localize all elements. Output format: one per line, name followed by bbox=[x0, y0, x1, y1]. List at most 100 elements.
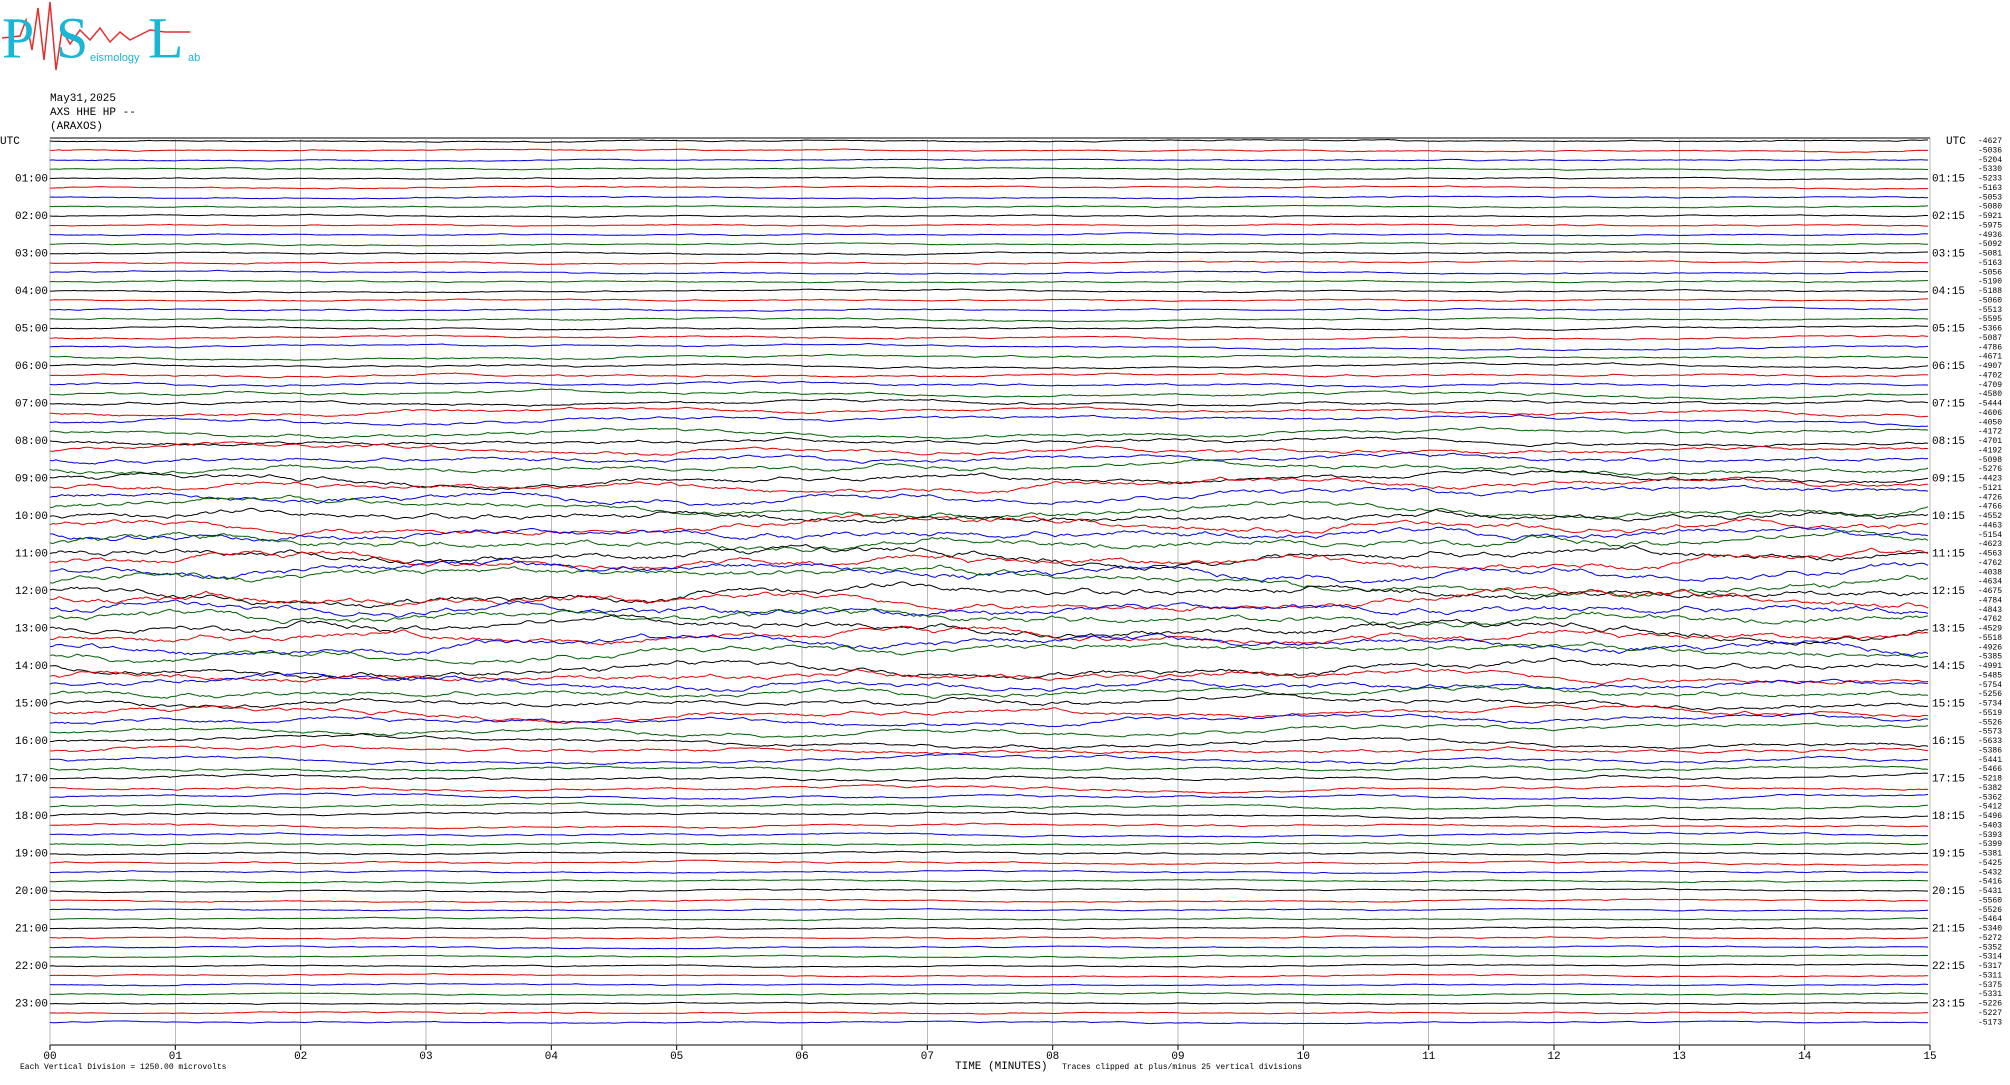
trace bbox=[49, 342, 1929, 352]
trace bbox=[49, 606, 1929, 628]
trace-offset: -5272 bbox=[1978, 934, 2002, 943]
trace bbox=[49, 878, 1929, 884]
x-tick-label: 06 bbox=[795, 1051, 808, 1063]
hour-label-right: 19:15 bbox=[1932, 848, 1965, 860]
hour-label-right: 09:15 bbox=[1932, 473, 1965, 485]
trace-offset: -5056 bbox=[1978, 268, 2002, 277]
trace bbox=[49, 841, 1929, 847]
trace-offset: -4192 bbox=[1978, 446, 2002, 455]
hour-label-right: 08:15 bbox=[1932, 436, 1965, 448]
x-title: TIME (MINUTES) bbox=[955, 1061, 1047, 1073]
trace bbox=[49, 406, 1928, 418]
trace-offset: -5485 bbox=[1978, 671, 2002, 680]
trace-offset: -5154 bbox=[1978, 531, 2002, 540]
hour-label-right: 14:15 bbox=[1932, 661, 1965, 673]
trace bbox=[49, 668, 1929, 685]
trace bbox=[50, 916, 1929, 922]
hour-label-left: 16:00 bbox=[15, 736, 48, 748]
logo-word: eismology bbox=[90, 52, 140, 64]
x-tick-label: 12 bbox=[1547, 1051, 1560, 1063]
trace-offset: -5276 bbox=[1978, 465, 2002, 474]
trace-offset: -4606 bbox=[1978, 409, 2002, 418]
trace-offset: -5432 bbox=[1978, 868, 2002, 877]
trace-offset: -4726 bbox=[1978, 493, 2002, 502]
trace-offset: -5352 bbox=[1978, 943, 2002, 952]
trace bbox=[49, 436, 1929, 448]
logo-wave bbox=[1, 1, 190, 71]
trace-offset: -4709 bbox=[1978, 381, 2002, 390]
trace bbox=[49, 792, 1929, 801]
trace-offset: -5441 bbox=[1978, 756, 2002, 765]
trace-offset: -5256 bbox=[1978, 690, 2002, 699]
x-tick-label: 00 bbox=[43, 1051, 56, 1063]
logo-letter: S bbox=[56, 5, 88, 70]
trace bbox=[50, 802, 1929, 810]
hour-label-left: 10:00 bbox=[15, 511, 48, 523]
trace bbox=[49, 530, 1929, 553]
trace-offset: -4038 bbox=[1978, 568, 2002, 577]
trace-offset: -5393 bbox=[1978, 831, 2002, 840]
trace-offset: -5314 bbox=[1978, 953, 2002, 962]
logo-letter: L bbox=[148, 5, 183, 70]
trace bbox=[49, 822, 1929, 830]
hour-label-right: 12:15 bbox=[1932, 586, 1965, 598]
x-tick-label: 13 bbox=[1673, 1051, 1686, 1063]
hour-label-right: 06:15 bbox=[1932, 361, 1965, 373]
trace bbox=[49, 138, 1928, 143]
trace-offset: -5573 bbox=[1978, 728, 2002, 737]
trace bbox=[49, 260, 1929, 265]
trace bbox=[49, 1011, 1929, 1015]
hour-label-right: 11:15 bbox=[1932, 548, 1965, 560]
trace-offset: -5519 bbox=[1978, 709, 2002, 718]
trace bbox=[50, 288, 1929, 294]
trace-offset: -5163 bbox=[1978, 259, 2002, 268]
x-tick-label: 05 bbox=[670, 1051, 683, 1063]
trace bbox=[49, 204, 1929, 209]
trace-offset: -5092 bbox=[1978, 240, 2002, 249]
trace bbox=[49, 441, 1929, 456]
trace-offset: -4926 bbox=[1978, 643, 2002, 652]
trace bbox=[49, 372, 1929, 379]
hour-label-right: 03:15 bbox=[1932, 248, 1965, 260]
trace bbox=[49, 298, 1928, 302]
trace bbox=[49, 353, 1929, 361]
hour-label-right: 17:15 bbox=[1932, 773, 1965, 785]
trace bbox=[49, 459, 1929, 476]
trace-offset: -5633 bbox=[1978, 737, 2002, 746]
x-tick-label: 01 bbox=[169, 1051, 183, 1063]
trace-offset: -5188 bbox=[1978, 287, 2002, 296]
trace bbox=[49, 599, 1929, 618]
trace bbox=[49, 564, 1929, 599]
x-tick-label: 07 bbox=[921, 1051, 934, 1063]
trace bbox=[49, 982, 1929, 987]
trace-offset: -5381 bbox=[1978, 850, 2002, 859]
logo-word: ab bbox=[188, 52, 200, 64]
trace-offset: -4552 bbox=[1978, 512, 2002, 521]
trace-offset: -5036 bbox=[1978, 146, 2002, 155]
station: (ARAXOS) bbox=[50, 121, 103, 133]
trace bbox=[49, 232, 1929, 237]
trace bbox=[49, 325, 1929, 332]
trace-offset: -5204 bbox=[1978, 156, 2002, 165]
trace bbox=[49, 185, 1929, 190]
trace bbox=[49, 585, 1929, 612]
trace-offset: -5412 bbox=[1978, 803, 2002, 812]
trace bbox=[49, 732, 1929, 750]
hour-label-left: 13:00 bbox=[15, 623, 48, 635]
trace-offset: -5227 bbox=[1978, 1009, 2002, 1018]
trace-offset: -4050 bbox=[1978, 418, 2002, 427]
trace bbox=[49, 744, 1929, 755]
trace-offset: -4766 bbox=[1978, 503, 2002, 512]
trace bbox=[49, 526, 1929, 542]
trace-offset: -4634 bbox=[1978, 578, 2002, 587]
trace-offset: -5340 bbox=[1978, 925, 2002, 934]
trace bbox=[49, 954, 1929, 959]
trace-offset: -4936 bbox=[1978, 231, 2002, 240]
hour-label-left: 22:00 bbox=[15, 961, 48, 973]
trace-offset: -4701 bbox=[1978, 437, 2002, 446]
trace-offset: -5190 bbox=[1978, 278, 2002, 287]
trace-offset: -5060 bbox=[1978, 296, 2002, 305]
hour-label-left: 17:00 bbox=[15, 773, 48, 785]
trace-offset: -5496 bbox=[1978, 812, 2002, 821]
